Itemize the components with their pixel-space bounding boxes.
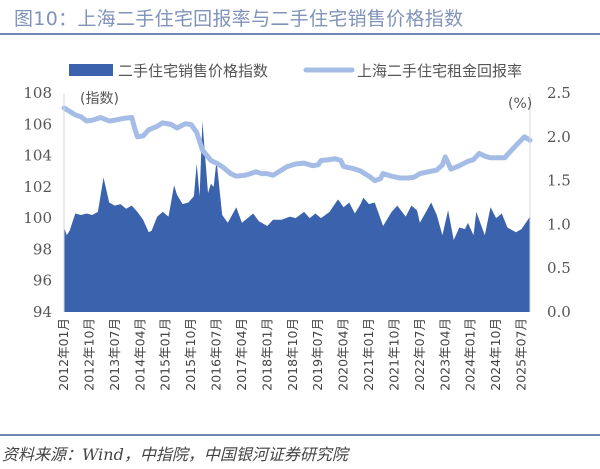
x-tick-label: 2025年07月: [514, 318, 529, 391]
left-tick-label: 106: [23, 115, 52, 133]
left-tick-label: 108: [23, 84, 52, 102]
right-axis-unit: (%): [508, 96, 532, 112]
left-tick-label: 102: [23, 178, 52, 196]
series-line-rental-yield: [61, 105, 533, 184]
x-tick-label: 2012年10月: [81, 318, 96, 391]
legend-label-index: 二手住宅销售价格指数: [118, 62, 268, 80]
x-tick-label: 2020年04月: [336, 318, 351, 391]
x-tick-label: 2021年10月: [386, 318, 401, 391]
legend-label-yield: 上海二手住宅租金回报率: [357, 62, 522, 80]
right-tick-label: 0.0: [547, 303, 571, 321]
footer-divider: [0, 434, 600, 436]
x-tick-label: 2014年04月: [132, 318, 147, 391]
x-tick-label: 2017年04月: [234, 318, 249, 391]
x-tick-label: 2021年01月: [361, 318, 376, 391]
title-divider: [0, 33, 600, 35]
x-tick-label: 2018年01月: [259, 318, 274, 391]
right-tick-label: 2.0: [547, 128, 571, 146]
x-tick-label: 2024年10月: [488, 318, 503, 391]
right-tick-label: 1.0: [547, 215, 571, 233]
x-tick-label: 2012年01月: [56, 318, 71, 391]
right-tick-label: 2.5: [547, 84, 571, 102]
legend: 二手住宅销售价格指数 上海二手住宅租金回报率: [69, 62, 522, 80]
left-tick-label: 94: [33, 303, 52, 321]
left-tick-label: 104: [23, 147, 52, 165]
series-area-price-index: [64, 121, 530, 312]
x-tick-label: 2023年04月: [437, 318, 452, 391]
legend-swatch-index: [69, 64, 113, 76]
chart-title: 图10：上海二手住宅回报率与二手住宅销售价格指数: [14, 8, 464, 30]
x-tick-label: 2018年10月: [285, 318, 300, 391]
x-tick-label: 2015年10月: [183, 318, 198, 391]
right-tick-label: 0.5: [547, 259, 571, 277]
left-tick-label: 100: [23, 209, 52, 227]
x-tick-label: 2016年07月: [209, 318, 224, 391]
left-axis-unit: (指数): [80, 91, 119, 107]
x-tick-label: 2019年07月: [310, 318, 325, 391]
x-tick-label: 2022年07月: [412, 318, 427, 391]
left-tick-label: 98: [33, 240, 52, 258]
x-tick-label: 2013年07月: [107, 318, 122, 391]
right-tick-label: 1.5: [547, 172, 571, 190]
x-tick-label: 2015年01月: [158, 318, 173, 391]
left-tick-label: 96: [33, 272, 52, 290]
source-note: 资料来源：Wind，中指院，中国银河证券研究院: [2, 445, 348, 464]
x-tick-label: 2024年01月: [463, 318, 478, 391]
